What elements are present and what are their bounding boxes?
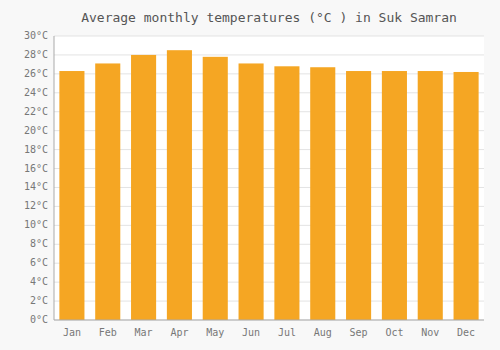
bar bbox=[418, 71, 443, 320]
x-tick-label: Mar bbox=[135, 327, 153, 338]
y-tick-label: 22°C bbox=[24, 106, 48, 117]
grid-line bbox=[54, 320, 484, 321]
plot-area bbox=[54, 36, 484, 320]
bar bbox=[131, 55, 156, 320]
y-tick-label: 20°C bbox=[24, 125, 48, 136]
bar bbox=[274, 66, 299, 320]
y-grid bbox=[54, 36, 484, 320]
bar bbox=[95, 63, 120, 320]
x-tick-label: Dec bbox=[457, 327, 475, 338]
bar bbox=[167, 50, 192, 320]
y-tick-label: 30°C bbox=[24, 30, 48, 41]
y-tick-label: 0°C bbox=[30, 314, 48, 325]
y-tick-label: 14°C bbox=[24, 181, 48, 192]
y-tick-label: 8°C bbox=[30, 238, 48, 249]
y-axis-line bbox=[54, 36, 55, 320]
y-tick-label: 18°C bbox=[24, 144, 48, 155]
x-tick-label: Sep bbox=[350, 327, 368, 338]
y-tick-label: 6°C bbox=[30, 257, 48, 268]
y-tick-label: 2°C bbox=[30, 295, 48, 306]
x-tick-label: Apr bbox=[170, 327, 188, 338]
bar bbox=[203, 57, 228, 320]
x-tick-label: Aug bbox=[314, 327, 332, 338]
x-axis-line bbox=[54, 320, 484, 321]
x-tick-label: Feb bbox=[99, 327, 117, 338]
y-tick-label: 4°C bbox=[30, 276, 48, 287]
y-tick-label: 24°C bbox=[24, 87, 48, 98]
y-tick-label: 26°C bbox=[24, 68, 48, 79]
bar bbox=[454, 72, 479, 320]
background bbox=[0, 0, 500, 350]
y-tick-label: 12°C bbox=[24, 200, 48, 211]
bar bbox=[59, 71, 84, 320]
y-tick-labels: 0°C 2°C 4°C 6°C 8°C 10°C 12°C 14°C 16°C 18°C 20°C 2… bbox=[24, 30, 48, 325]
x-tick-labels: Jan Feb Mar Apr May Jun Jul Aug Sep Oct Nov Dec bbox=[63, 327, 475, 338]
x-tick-label: Nov bbox=[421, 327, 439, 338]
y-tick-label: 10°C bbox=[24, 219, 48, 230]
bar bbox=[239, 63, 264, 320]
bar bbox=[346, 71, 371, 320]
x-tick-label: Jul bbox=[278, 327, 296, 338]
grid-line bbox=[54, 54, 484, 55]
y-tick-label: 16°C bbox=[24, 163, 48, 174]
title: Average monthly temperatures (°C ) in Su… bbox=[81, 10, 457, 25]
bar bbox=[310, 67, 335, 320]
bars bbox=[59, 50, 478, 320]
chart: 0°C 2°C 4°C 6°C 8°C 10°C 12°C 14°C 16°C 18°C 20°C 2… bbox=[0, 0, 500, 350]
grid-line bbox=[54, 36, 484, 37]
x-tick-label: May bbox=[206, 327, 224, 338]
bar bbox=[382, 71, 407, 320]
x-tick-label: Jan bbox=[63, 327, 81, 338]
x-tick-label: Oct bbox=[385, 327, 403, 338]
x-tick-label: Jun bbox=[242, 327, 260, 338]
y-tick-label: 28°C bbox=[24, 49, 48, 60]
